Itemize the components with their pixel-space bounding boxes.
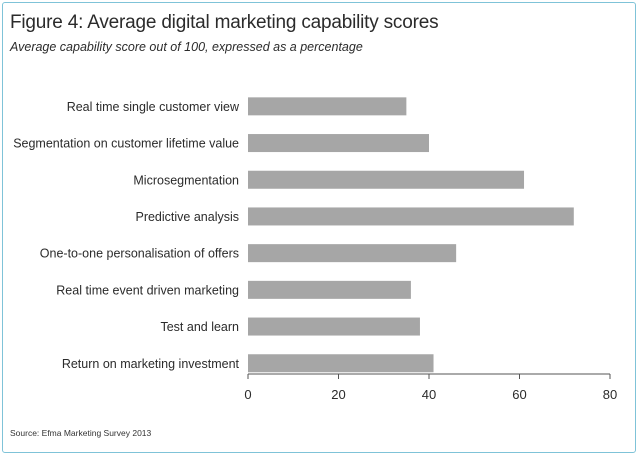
bar-test-and-learn (248, 317, 420, 336)
category-label: Segmentation on customer lifetime value (13, 137, 239, 151)
category-label: Predictive analysis (135, 210, 239, 224)
category-label: Return on marketing investment (62, 357, 240, 371)
source-note: Source: Efma Marketing Survey 2013 (10, 428, 152, 438)
x-tick-label: 80 (603, 387, 617, 402)
x-tick-label: 40 (422, 387, 436, 402)
bar-real-time-single-customer-view (248, 97, 407, 116)
chart-title: Figure 4: Average digital marketing capa… (10, 12, 439, 33)
figure-frame (2, 2, 636, 453)
category-label: Real time single customer view (67, 100, 240, 114)
category-label: Microsegmentation (133, 173, 239, 187)
category-label: One-to-one personalisation of offers (40, 247, 239, 261)
x-tick-label: 0 (244, 387, 251, 402)
category-label: Test and learn (160, 320, 239, 334)
x-tick-label: 20 (331, 387, 345, 402)
category-label: Real time event driven marketing (56, 283, 239, 297)
chart-subtitle: Average capability score out of 100, exp… (10, 40, 363, 54)
bar-return-on-marketing-investment (248, 354, 434, 373)
bar-segmentation-on-customer-lifetime-value (248, 134, 429, 153)
bar-microsegmentation (248, 170, 525, 189)
bar-real-time-event-driven-marketing (248, 280, 411, 299)
bar-one-to-one-personalisation-of-offers (248, 244, 457, 263)
x-tick-label: 60 (512, 387, 526, 402)
bar-predictive-analysis (248, 207, 574, 226)
